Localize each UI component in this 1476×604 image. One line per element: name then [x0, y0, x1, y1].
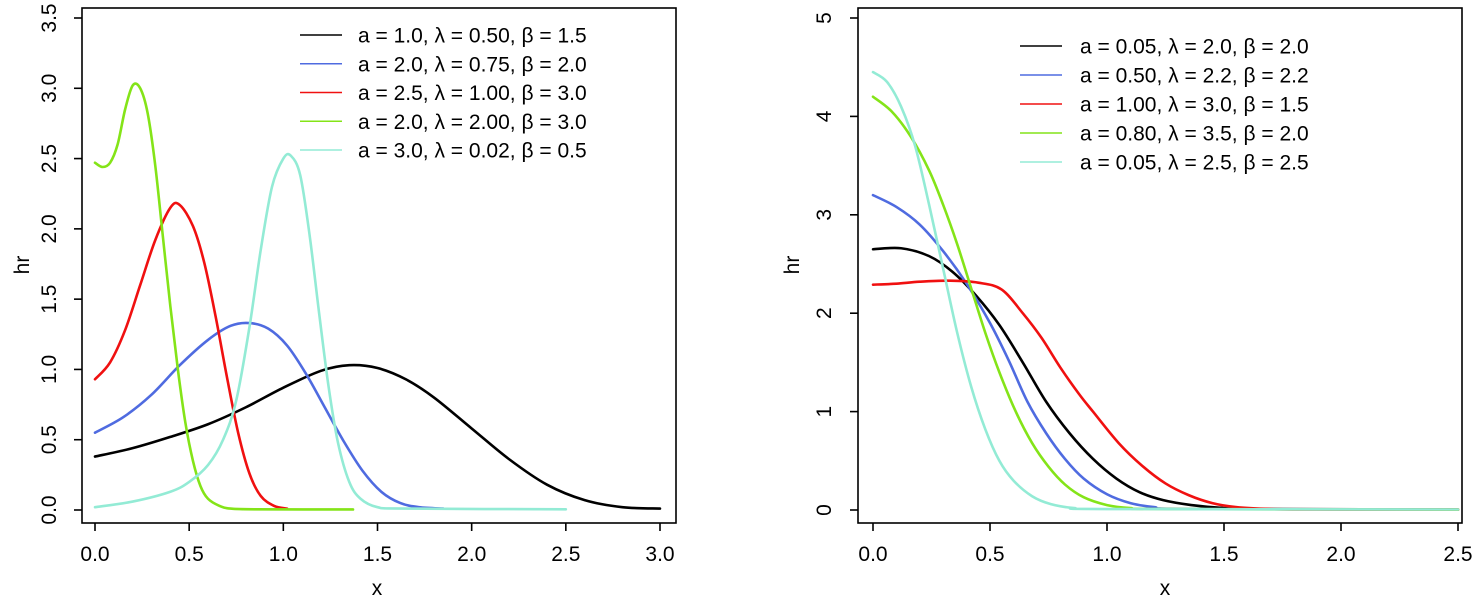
legend-entry-label: a = 2.0, λ = 0.75, β = 2.0 — [358, 53, 587, 76]
legend: a = 0.05, λ = 2.0, β = 2.0 a = 0.50, λ = … — [1020, 36, 1309, 175]
curve-series-5 — [93, 152, 568, 511]
y-axis-label: hr — [781, 256, 804, 275]
legend-entry-label: a = 0.05, λ = 2.0, β = 2.0 — [1080, 36, 1309, 59]
x-tick-label: 1.0 — [1092, 543, 1121, 566]
y-tick-label: 4 — [813, 110, 836, 122]
x-tick-label: 0.5 — [975, 543, 1004, 566]
y-tick-label: 3.0 — [38, 74, 61, 103]
legend: a = 1.0, λ = 0.50, β = 1.5 a = 2.0, λ = 0… — [300, 25, 587, 163]
panel-right: 0.0 0.5 1.0 1.5 2.0 2.5 0 1 2 3 4 5 x hr a = 0.05, λ =… — [781, 7, 1473, 600]
y-tick-label: 0 — [813, 504, 836, 516]
plot-box — [81, 7, 677, 524]
x-tick-label: 2.5 — [1443, 543, 1472, 566]
x-tick-label: 0.5 — [175, 543, 204, 566]
y-tick-label: 3 — [813, 209, 836, 221]
y-tick-label: 1.0 — [38, 355, 61, 384]
curve-series-3 — [871, 279, 1460, 511]
x-tick-label: 2.5 — [551, 543, 580, 566]
legend-entry-label: a = 0.05, λ = 2.5, β = 2.5 — [1080, 152, 1309, 175]
legend-entry-label: a = 3.0, λ = 0.02, β = 0.5 — [358, 140, 587, 163]
legend-entry-label: a = 1.0, λ = 0.50, β = 1.5 — [358, 25, 587, 48]
x-tick-label: 2.0 — [457, 543, 486, 566]
x-axis-label: x — [1160, 577, 1171, 599]
x-tick-label: 0.0 — [858, 543, 887, 566]
y-tick-label: 0.0 — [38, 495, 61, 524]
plot-area — [871, 70, 1460, 511]
legend-entry-label: a = 0.50, λ = 2.2, β = 2.2 — [1080, 65, 1309, 88]
x-tick-label: 1.5 — [363, 543, 392, 566]
legend-entry-label: a = 2.0, λ = 2.00, β = 3.0 — [358, 111, 587, 134]
legend-entry-label: a = 1.00, λ = 3.0, β = 1.5 — [1080, 94, 1309, 117]
plot-box — [857, 7, 1463, 524]
x-tick-label: 1.5 — [1209, 543, 1238, 566]
legend-entry-label: a = 0.80, λ = 3.5, β = 2.0 — [1080, 123, 1309, 146]
plot-area — [93, 82, 662, 511]
x-axis-label: x — [372, 577, 383, 599]
curve-series-4 — [93, 82, 355, 511]
y-tick-label: 0.5 — [38, 425, 61, 454]
y-tick-label: 1 — [813, 406, 836, 418]
curve-series-1 — [871, 246, 1460, 511]
y-tick-label: 3.5 — [38, 3, 61, 32]
y-tick-label: 2.0 — [38, 214, 61, 243]
curve-series-2 — [93, 321, 445, 510]
panel-left: 0.0 0.5 1.0 1.5 2.0 2.5 3.0 0.0 0.5 1.0 1.5 2.0 2.5 3… — [11, 3, 677, 600]
y-axis-label: hr — [11, 256, 34, 275]
curve-series-1 — [93, 363, 662, 510]
x-tick-label: 0.0 — [80, 543, 109, 566]
curve-series-5 — [871, 70, 1460, 511]
y-tick-label: 2 — [813, 307, 836, 319]
legend-entry-label: a = 2.5, λ = 1.00, β = 3.0 — [358, 82, 587, 105]
curve-series-3 — [93, 201, 289, 510]
y-tick-label: 5 — [813, 12, 836, 24]
x-tick-label: 3.0 — [645, 543, 674, 566]
x-tick-label: 1.0 — [269, 543, 298, 566]
y-tick-label: 2.5 — [38, 144, 61, 173]
x-tick-label: 2.0 — [1326, 543, 1355, 566]
y-tick-label: 1.5 — [38, 285, 61, 314]
